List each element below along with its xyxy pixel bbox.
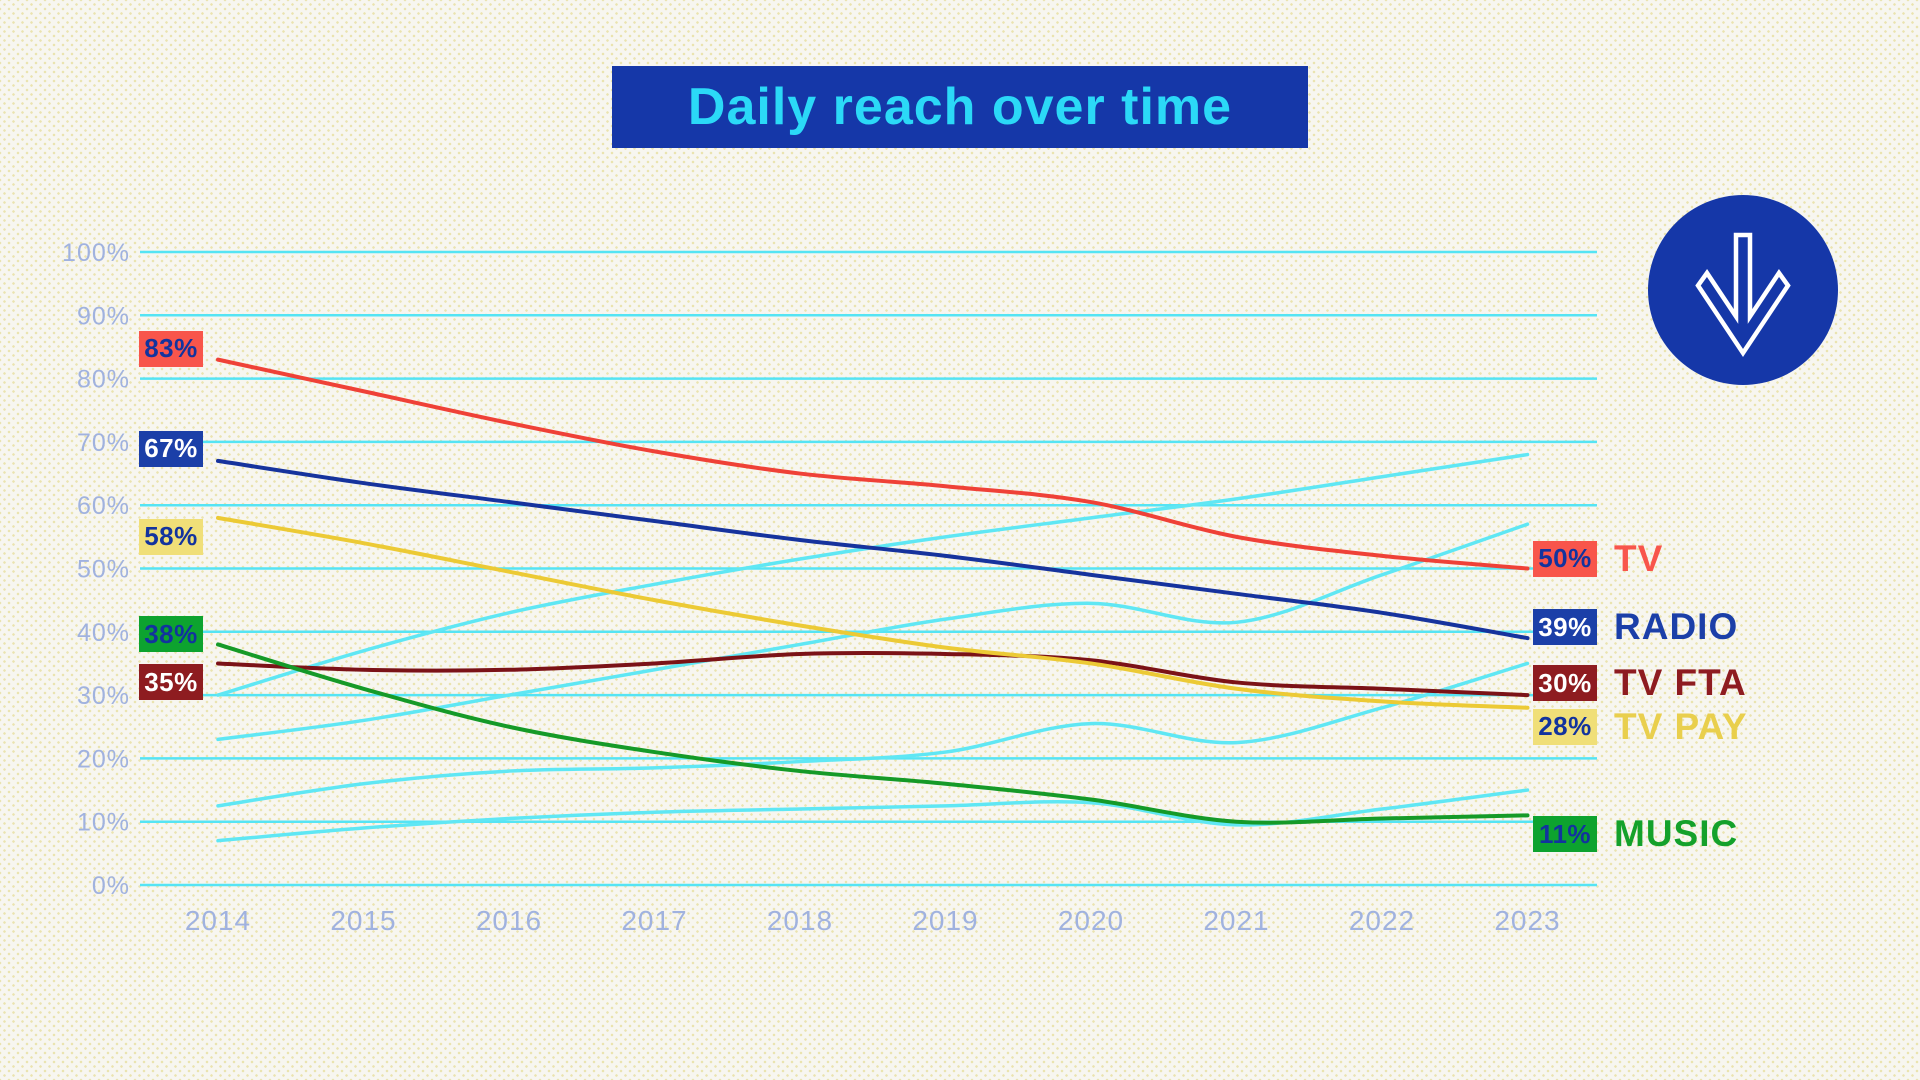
x-tick-2019: 2019 xyxy=(912,905,978,936)
y-tick-40: 40% xyxy=(77,619,130,647)
value-badge-tv-fta-start: 35% xyxy=(139,664,203,701)
background-series-line-unlabeled-3 xyxy=(216,661,1530,808)
y-tick-100: 100% xyxy=(62,239,130,267)
value-badge-radio-start: 67% xyxy=(139,430,203,467)
chart-title-banner: Daily reach over time xyxy=(612,66,1308,148)
x-tick-2016: 2016 xyxy=(476,905,542,936)
x-tick-2021: 2021 xyxy=(1203,905,1269,936)
series-line-tv xyxy=(216,357,1530,571)
y-tick-50: 50% xyxy=(77,556,130,584)
background-series-line-unlabeled-4 xyxy=(216,788,1530,843)
x-tick-2023: 2023 xyxy=(1494,905,1560,936)
y-tick-30: 30% xyxy=(77,682,130,710)
x-tick-2017: 2017 xyxy=(621,905,687,936)
y-tick-20: 20% xyxy=(77,745,130,773)
x-tick-2022: 2022 xyxy=(1349,905,1415,936)
arrow-down-glyph xyxy=(1695,232,1791,358)
series-line-tv-pay xyxy=(216,515,1530,710)
series-label-tv-pay: TV PAY xyxy=(1614,705,1748,747)
series-label-music: MUSIC xyxy=(1614,813,1739,855)
value-badge-tv-fta-end: 30% xyxy=(1533,665,1597,702)
y-tick-80: 80% xyxy=(77,366,130,394)
x-tick-2018: 2018 xyxy=(767,905,833,936)
y-tick-70: 70% xyxy=(77,429,130,457)
y-tick-60: 60% xyxy=(77,492,130,520)
page-title: Daily reach over time xyxy=(687,78,1233,136)
value-badge-music-start: 38% xyxy=(139,616,203,653)
y-tick-0: 0% xyxy=(92,872,130,900)
value-badge-tv-pay-start: 58% xyxy=(139,518,203,555)
series-line-tv-fta xyxy=(216,650,1530,698)
x-tick-2014: 2014 xyxy=(185,905,251,936)
series-label-tv: TV xyxy=(1614,537,1664,579)
series-line-radio xyxy=(216,458,1530,641)
value-badge-music-end: 11% xyxy=(1533,816,1597,853)
value-badge-tv-end: 50% xyxy=(1533,540,1597,577)
arrow-button[interactable] xyxy=(1648,195,1838,385)
value-badge-tv-start: 83% xyxy=(139,330,203,367)
y-tick-90: 90% xyxy=(77,302,130,330)
arrow-down-icon xyxy=(1695,232,1791,358)
value-badge-tv-pay-end: 28% xyxy=(1533,708,1597,745)
series-line-music xyxy=(216,642,1530,825)
value-badge-radio-end: 39% xyxy=(1533,609,1597,646)
x-tick-2020: 2020 xyxy=(1058,905,1124,936)
series-label-tv-fta: TV FTA xyxy=(1614,662,1747,704)
y-tick-10: 10% xyxy=(77,809,130,837)
series-label-radio: RADIO xyxy=(1614,606,1739,648)
x-tick-2015: 2015 xyxy=(330,905,396,936)
